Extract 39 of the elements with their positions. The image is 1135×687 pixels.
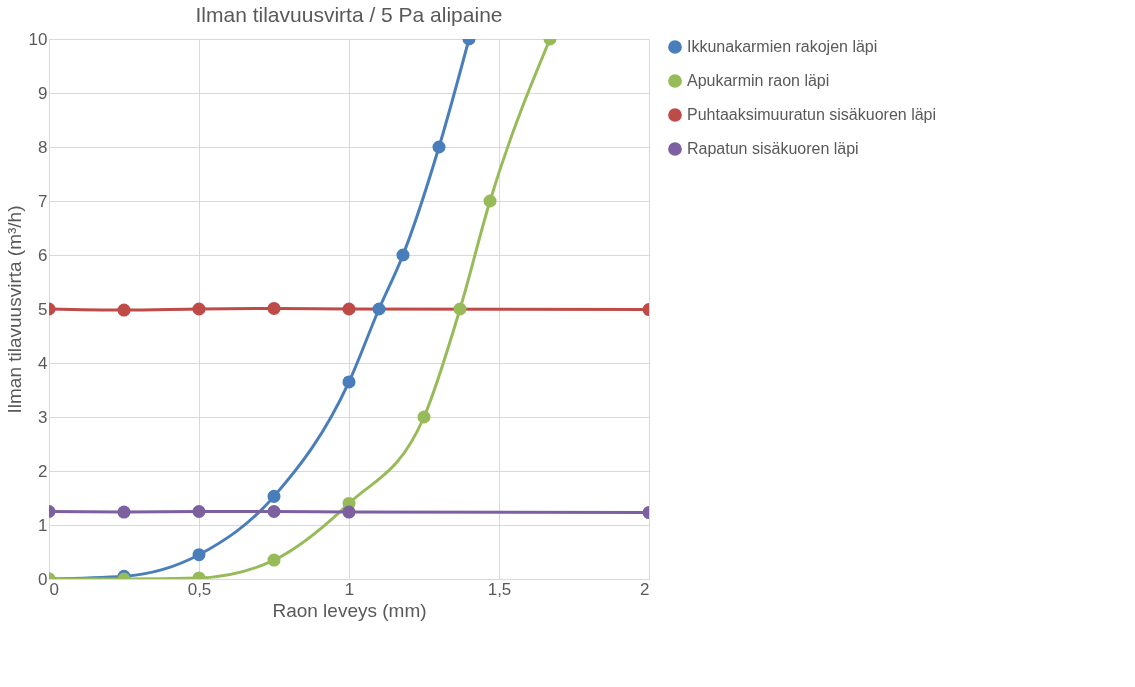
point — [192, 548, 206, 562]
legend-label: Rapatun sisäkuoren läpi — [687, 140, 859, 157]
point — [267, 553, 281, 567]
y-tick-label: 5 — [38, 299, 48, 319]
point — [267, 489, 281, 503]
y-tick-label: 10 — [28, 29, 48, 49]
x-tick-label: 2 — [640, 579, 650, 599]
chart-title: Ilman tilavuusvirta / 5 Pa alipaine — [195, 3, 503, 26]
x-axis-title: Raon leveys (mm) — [272, 599, 427, 621]
point — [117, 505, 131, 519]
point — [483, 194, 497, 208]
y-tick-label: 2 — [38, 461, 48, 481]
point — [372, 302, 386, 316]
y-axis-title: Ilman tilavuusvirta (m³/h) — [3, 205, 25, 414]
legend-label: Ikkunakarmien rakojen läpi — [687, 38, 878, 55]
x-tick-label: 0,5 — [187, 579, 212, 599]
legend-label: Apukarmin raon läpi — [687, 72, 830, 89]
y-tick-label: 1 — [38, 515, 48, 535]
legend-label: Puhtaaksimuuratun sisäkuoren läpi — [687, 106, 937, 123]
point — [117, 303, 131, 317]
y-tick-label: 3 — [38, 407, 48, 427]
y-tick-label: 7 — [38, 191, 48, 211]
point — [267, 301, 281, 315]
y-tick-label: 4 — [38, 353, 48, 373]
point — [417, 410, 431, 424]
y-tick-label: 6 — [38, 245, 48, 265]
point — [192, 302, 206, 316]
point — [342, 375, 356, 389]
x-tick-label: 1 — [344, 579, 355, 599]
point — [342, 505, 356, 519]
y-tick-label: 9 — [38, 83, 48, 103]
point — [396, 248, 410, 262]
point — [342, 302, 356, 316]
y-tick-label: 8 — [38, 137, 48, 157]
point — [453, 302, 467, 316]
point — [432, 140, 446, 154]
point — [267, 504, 281, 519]
point — [192, 504, 206, 519]
x-tick-label: 1,5 — [487, 579, 512, 599]
